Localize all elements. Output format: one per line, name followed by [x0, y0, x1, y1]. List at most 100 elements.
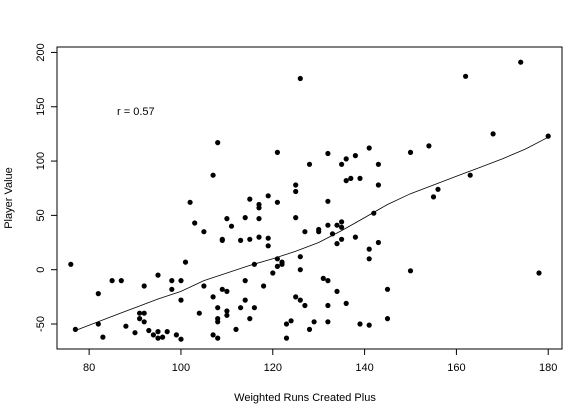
data-point	[297, 297, 303, 303]
data-point	[265, 193, 271, 199]
x-tick-label: 180	[539, 362, 557, 374]
data-point	[150, 332, 156, 338]
data-point	[251, 305, 257, 311]
data-point	[261, 283, 267, 289]
data-point	[311, 319, 317, 325]
data-point	[247, 316, 253, 322]
data-point	[371, 210, 377, 216]
x-tick-label: 100	[172, 362, 190, 374]
data-point	[306, 161, 313, 167]
x-tick-label: 140	[355, 362, 373, 374]
data-point	[279, 259, 285, 265]
data-point	[490, 131, 496, 137]
data-point	[435, 186, 441, 192]
data-point	[352, 234, 358, 240]
data-point	[219, 286, 225, 292]
data-point	[306, 326, 313, 332]
data-point	[224, 312, 230, 318]
data-point	[132, 330, 138, 336]
data-point	[118, 278, 124, 284]
data-point	[155, 272, 161, 278]
data-point	[293, 294, 299, 300]
data-point	[334, 241, 340, 247]
data-point	[334, 222, 340, 228]
data-point	[155, 335, 161, 341]
data-point	[137, 310, 143, 316]
data-point	[109, 278, 115, 284]
data-point	[224, 288, 230, 294]
data-point	[210, 294, 216, 300]
data-point	[325, 198, 331, 204]
y-tick-label: 0	[35, 267, 47, 273]
data-point	[426, 143, 432, 149]
data-point	[352, 153, 358, 159]
y-tick-label: 150	[35, 98, 47, 116]
data-point	[274, 199, 280, 205]
data-point	[256, 216, 262, 222]
data-point	[247, 196, 253, 202]
data-point	[196, 310, 202, 316]
data-point	[316, 229, 322, 235]
data-point	[325, 319, 331, 325]
y-tick-label: -50	[35, 316, 47, 332]
data-point	[384, 286, 391, 292]
data-point	[375, 161, 381, 167]
data-point	[173, 332, 179, 338]
data-point	[192, 220, 198, 226]
data-point	[247, 236, 253, 242]
data-point	[407, 149, 414, 155]
data-point	[224, 216, 230, 222]
data-point	[141, 319, 147, 325]
data-point	[357, 321, 363, 327]
x-tick-label: 80	[83, 362, 95, 374]
data-point	[270, 270, 276, 276]
data-point	[375, 239, 381, 246]
data-point	[302, 229, 308, 235]
data-point	[219, 237, 225, 243]
data-point	[215, 140, 221, 146]
data-point	[339, 219, 345, 225]
data-point	[339, 161, 345, 167]
data-point	[169, 278, 175, 284]
data-point	[95, 291, 101, 297]
data-point	[366, 256, 372, 262]
data-point	[325, 302, 331, 309]
data-point	[215, 335, 221, 341]
data-point	[182, 259, 189, 265]
data-point	[238, 237, 244, 243]
data-point	[302, 302, 308, 309]
data-point	[210, 332, 216, 338]
data-point	[242, 278, 248, 284]
data-point	[265, 235, 271, 241]
x-axis: 80 100 120 140 160 180	[83, 349, 557, 374]
data-point	[274, 256, 280, 262]
data-point	[95, 321, 101, 327]
data-point	[141, 283, 147, 289]
data-point	[201, 229, 207, 235]
data-point	[536, 270, 542, 276]
data-point	[242, 215, 248, 221]
data-point	[366, 246, 372, 252]
y-tick-label: 100	[35, 152, 47, 170]
data-point	[325, 278, 331, 284]
x-tick-label: 120	[264, 362, 282, 374]
data-point	[288, 318, 294, 324]
data-point	[329, 231, 336, 237]
data-point	[293, 215, 299, 221]
data-point	[366, 322, 372, 328]
data-point	[334, 288, 340, 294]
data-point	[72, 326, 78, 332]
data-point	[343, 300, 349, 306]
data-point	[265, 243, 271, 249]
y-tick-label: 50	[35, 209, 47, 221]
data-point	[68, 261, 74, 267]
y-axis: -50 0 50 100 150 200	[35, 43, 57, 332]
data-point	[160, 334, 166, 340]
data-point	[123, 323, 129, 329]
data-point	[228, 223, 235, 229]
data-point	[518, 59, 524, 65]
data-point	[325, 150, 331, 157]
data-point	[178, 278, 184, 284]
data-point	[178, 336, 184, 342]
data-point	[325, 222, 331, 228]
